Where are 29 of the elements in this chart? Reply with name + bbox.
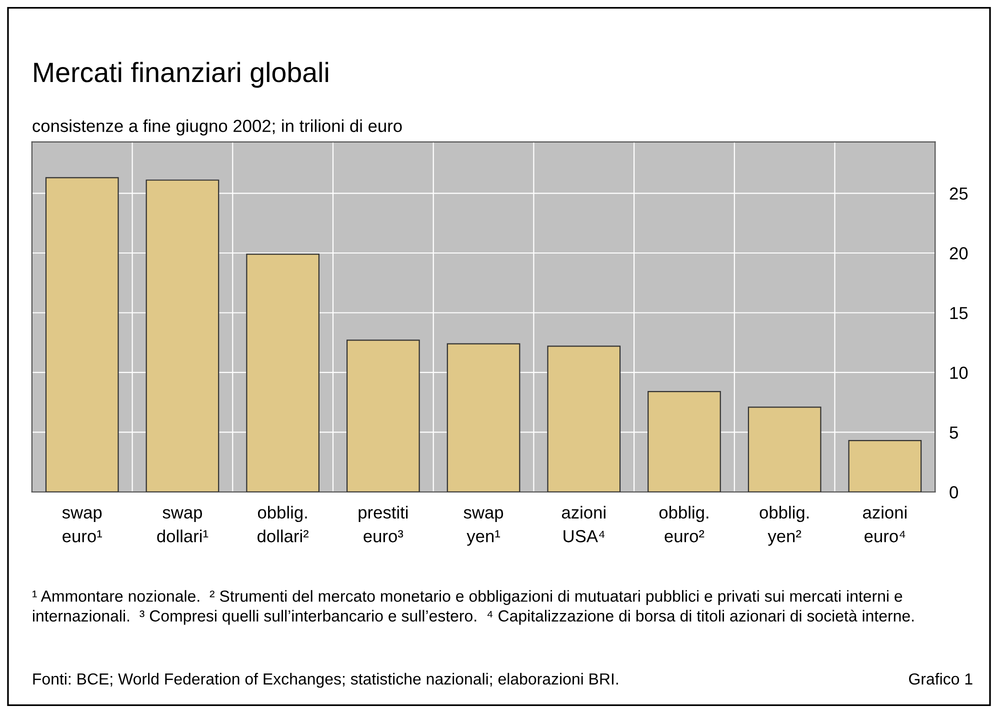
bar — [748, 406, 822, 492]
x-tick-label: swap dollari¹ — [157, 509, 208, 542]
x-tick-label: obblig. yen² — [760, 506, 809, 546]
y-tick-label: 20 — [950, 247, 968, 260]
y-tick-label: 25 — [950, 187, 968, 200]
x-tick-label: swap euro¹ — [62, 509, 102, 542]
bar — [146, 180, 220, 492]
y-tick-label: 0 — [950, 486, 958, 498]
bar — [446, 343, 520, 492]
x-tick-label: prestiti euro³ — [358, 506, 408, 542]
text: Grafico 1 — [909, 672, 972, 685]
x-tick-label: azioni euro⁴ — [863, 506, 906, 542]
y-tick-label: 15 — [950, 307, 968, 320]
x-tick-label: azioni USA⁴ — [562, 506, 606, 542]
bar — [547, 346, 621, 492]
chart-title: Mercati finanziari globali — [34, 62, 328, 88]
bar — [246, 254, 320, 492]
text: Fonti: BCE; World Federation of Exchanges; statistiche nazionali; elaborazioni BRI. — [33, 672, 618, 688]
bar — [45, 177, 119, 492]
x-tick-label: swap yen¹ — [464, 509, 504, 546]
x-tick-label: obblig. dollari² — [258, 506, 309, 542]
y-tick-label: 5 — [950, 426, 958, 439]
bar — [346, 340, 420, 492]
bar — [648, 391, 721, 492]
x-tick-label: obblig. euro² — [659, 506, 708, 542]
bar — [848, 440, 922, 492]
y-tick-label: 10 — [950, 366, 968, 379]
chart-subtitle: consistenze a fine giugno 2002; in trilioni di euro — [32, 119, 402, 136]
text: ¹ Ammontare nozionale. ² Strumenti del mercato monetario e obbligazioni di mutuatari pubblici e privati sui mercati interni e internazionali. ³ Compresi quelli sull’interbancario e sull’estero. ⁴ Capitalizzazione di borsa di titoli azionari di società interne. — [32, 590, 914, 625]
